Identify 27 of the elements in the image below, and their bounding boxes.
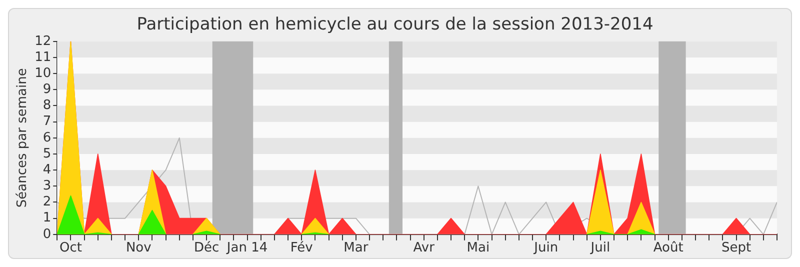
y-tick-label: 0 (42, 226, 52, 242)
y-tick-label: 8 (42, 98, 52, 114)
y-tick-label: 11 (34, 50, 52, 65)
x-tick-label: Fév (290, 240, 314, 256)
y-tick-label: 10 (34, 66, 52, 81)
chart-title: Participation en hemicycle au cours de la session 2013-2014 (136, 14, 654, 35)
x-tick-label: Jan 14 (226, 240, 268, 256)
x-tick-label: Août (653, 240, 684, 256)
y-tick-label: 12 (34, 34, 52, 49)
x-tick-label: Sept (721, 240, 752, 256)
y-axis-title: Séances par semaine (15, 68, 30, 208)
x-tick-label: Mai (466, 240, 490, 256)
y-tick-label: 7 (42, 114, 52, 130)
y-tick-label: 9 (42, 82, 52, 98)
x-tick-label: Juil (590, 240, 610, 256)
x-tick-label: Avr (413, 240, 436, 256)
x-tick-label: Oct (59, 240, 82, 256)
x-tick-label: Nov (126, 240, 152, 256)
y-tick-label: 4 (42, 162, 52, 178)
y-tick-label: 1 (42, 210, 52, 226)
y-tick-label: 2 (42, 194, 52, 210)
x-tick-label: Mar (344, 240, 369, 256)
y-tick-label: 6 (42, 130, 52, 146)
y-tick-label: 3 (42, 178, 52, 194)
y-tick-label: 5 (42, 146, 52, 162)
x-tick-label: Déc (194, 240, 220, 256)
x-tick-label: Juin (533, 240, 558, 256)
